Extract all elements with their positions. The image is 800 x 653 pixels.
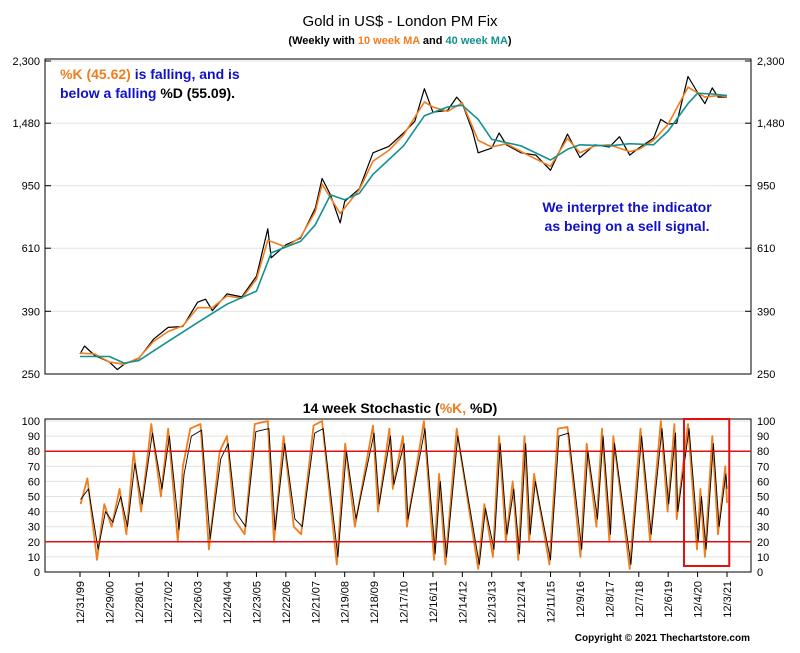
x-tick-label: 12/28/01 [134,581,146,624]
annotation-interpret-line1: We interpret the indicator [542,199,712,215]
price-tick-label-left: 390 [22,306,40,318]
price-chart-subtitle: (Weekly with 10 week MA and 40 week MA) [288,35,512,47]
stochastic-tick-label-left: 70 [28,461,40,473]
x-tick-label: 12/14/12 [457,581,469,624]
subtitle-ma10: 10 week MA [358,35,420,47]
stochastic-tick-label-left: 90 [28,431,40,443]
stochastic-tick-label-right: 70 [757,461,769,473]
stochastic-series-group [79,420,728,570]
x-tick-label: 12/16/11 [428,581,440,623]
stochastic-title-k: %K, [440,400,466,416]
stochastic-tick-label-right: 0 [757,567,763,579]
x-tick-label: 12/6/19 [663,581,675,618]
x-tick-label: 12/29/00 [104,581,116,624]
stochastic-tick-label-left: 80 [28,446,40,458]
series-d [80,428,728,565]
x-axis-date-labels: 12/31/99 12/29/00 12/28/01 12/27/02 12/26/03… [75,572,734,624]
x-tick-label: 12/3/21 [722,581,734,618]
stochastic-threshold-lines [45,450,751,543]
x-tick-label: 12/23/05 [251,581,263,624]
price-tick-label-right: 390 [757,306,775,318]
price-plot-frame [44,58,752,375]
stochastic-title-prefix: 14 week Stochastic ( [303,400,440,416]
x-tick-label: 12/17/10 [399,581,411,624]
series-ma40 [80,92,728,364]
price-tick-label-left: 1,480 [12,118,40,130]
x-tick-label: 12/7/18 [634,581,646,618]
subtitle-middle: and [420,35,446,47]
price-series-group [79,75,728,371]
stochastic-plot-frame [44,418,752,573]
recent-period-highlight-box [683,418,731,567]
price-tick-label-right: 610 [757,243,775,255]
x-tick-label: 12/13/13 [487,581,499,624]
x-tick-label: 12/12/14 [516,581,528,624]
annotation-d-value: %D (55.09). [160,85,235,101]
stochastic-tick-label-right: 60 [757,476,769,488]
copyright-text: Copyright © 2021 Thechartstore.com [575,633,750,644]
annotation-k-value: %K (45.62) [60,66,131,82]
x-tick-label: 12/4/20 [693,581,705,618]
stochastic-tick-label-left: 10 [28,552,40,564]
x-tick-label: 12/9/16 [575,581,587,618]
x-tick-label: 12/8/17 [604,581,616,618]
annotation-k-status: %K (45.62) is falling, and is [60,66,240,82]
stochastic-tick-label-right: 90 [757,431,769,443]
x-tick-label: 12/21/07 [310,581,322,624]
stochastic-tick-label-left: 60 [28,476,40,488]
series-k [79,420,728,570]
stochastic-highlight-group [683,418,731,567]
stochastic-tick-label-right: 80 [757,446,769,458]
subtitle-prefix: (Weekly with [288,35,357,47]
stochastic-tick-label-left: 20 [28,537,40,549]
series-ma10 [79,86,728,366]
series-price [79,75,728,371]
stochastic-tick-label-right: 40 [757,507,769,519]
x-tick-label: 12/11/15 [546,581,558,623]
stochastic-title: 14 week Stochastic (%K, %D) [303,400,498,416]
x-tick-label: 12/31/99 [75,581,87,624]
subtitle-ma40: 40 week MA [446,35,508,47]
price-tick-label-left: 250 [22,369,40,381]
stochastic-title-d: %D) [466,400,497,416]
price-tick-label-left: 2,300 [12,56,40,68]
price-tick-label-right: 250 [757,369,775,381]
x-tick-label: 12/24/04 [222,581,234,624]
stochastic-tick-label-left: 40 [28,507,40,519]
annotation-interpret-line2: as being on a sell signal. [545,218,710,234]
annotation-k-falling: is falling, and is [131,66,240,82]
x-tick-label: 12/19/08 [340,581,352,624]
price-chart-title: Gold in US$ - London PM Fix [302,13,498,30]
price-y-axis: 2,300 2,300 1,480 1,480 950 950 610 610 390 390 25… [12,56,784,381]
stochastic-tick-label-left: 100 [22,416,40,428]
stochastic-tick-label-right: 50 [757,492,769,504]
stochastic-tick-label-right: 20 [757,537,769,549]
stochastic-tick-label-left: 30 [28,522,40,534]
stochastic-tick-label-right: 10 [757,552,769,564]
stochastic-tick-label-left: 0 [34,567,40,579]
price-tick-label-right: 1,480 [757,118,785,130]
stochastic-tick-label-right: 100 [757,416,775,428]
x-tick-label: 12/27/02 [163,581,175,624]
subtitle-suffix: ) [508,35,512,47]
annotation-d-status: below a falling %D (55.09). [60,85,235,101]
price-tick-label-right: 2,300 [757,56,785,68]
annotation-below-falling: below a falling [60,85,160,101]
x-tick-label: 12/18/09 [369,581,381,624]
price-tick-label-right: 950 [757,181,775,193]
stochastic-tick-label-right: 30 [757,522,769,534]
stochastic-tick-label-left: 50 [28,492,40,504]
x-tick-label: 12/26/03 [193,581,205,624]
price-tick-label-left: 610 [22,243,40,255]
price-tick-label-left: 950 [22,181,40,193]
x-tick-label: 12/22/06 [281,581,293,624]
